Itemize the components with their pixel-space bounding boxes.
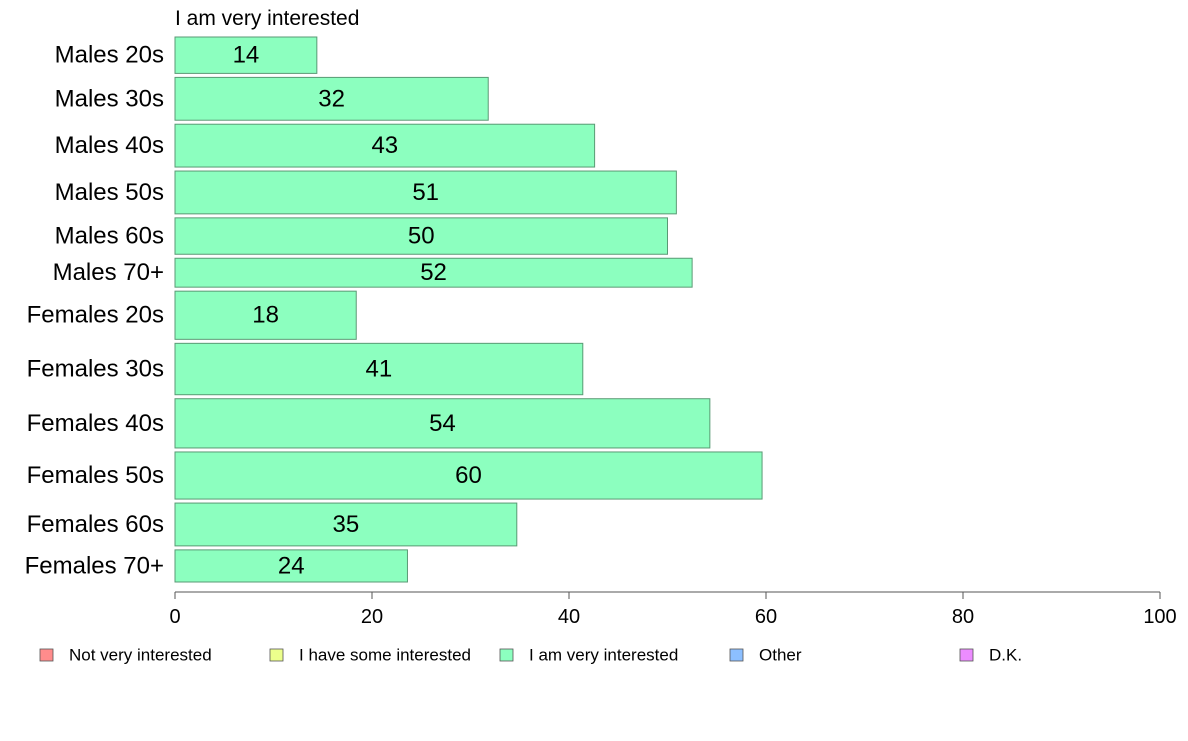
category-label-7: Females 30s — [27, 356, 164, 383]
legend-label-2: I am very interested — [529, 646, 678, 665]
bars-layer: Males 20s 14 Males 30s 32 Males 40s 43 Males 5… — [25, 36, 763, 583]
data-label-4: 50 — [408, 223, 435, 250]
legend-label-0: Not very interested — [69, 646, 212, 665]
data-label-7: 41 — [366, 356, 393, 383]
category-label-10: Females 60s — [27, 511, 164, 538]
x-axis: 0 20 40 60 80 100 — [169, 591, 1177, 628]
legend: Not very interested I have some intereste… — [39, 646, 1022, 665]
bar-4 — [174, 217, 668, 255]
x-tick-label-0: 0 — [169, 606, 180, 628]
category-label-0: Males 20s — [55, 42, 164, 69]
x-tick-label-1: 20 — [361, 606, 383, 628]
data-label-0: 14 — [233, 42, 260, 69]
category-label-6: Females 20s — [27, 302, 164, 329]
bar-5 — [174, 257, 693, 288]
category-label-4: Males 60s — [55, 223, 164, 250]
legend-swatch-3 — [729, 648, 744, 662]
category-label-8: Females 40s — [27, 410, 164, 437]
legend-swatch-1 — [269, 648, 284, 662]
x-tick-label-4: 80 — [952, 606, 974, 628]
data-label-1: 32 — [318, 85, 345, 112]
data-label-11: 24 — [278, 552, 305, 579]
data-label-3: 51 — [412, 179, 439, 206]
data-label-6: 18 — [252, 302, 279, 329]
x-tick-label-5: 100 — [1143, 606, 1176, 628]
bar-9 — [174, 451, 763, 500]
category-label-5: Males 70+ — [53, 259, 164, 286]
category-label-11: Females 70+ — [25, 552, 164, 579]
data-label-9: 60 — [455, 462, 482, 489]
bar-8 — [174, 398, 711, 449]
bar-7 — [174, 342, 584, 396]
data-label-2: 43 — [371, 132, 398, 159]
x-tick-label-2: 40 — [558, 606, 580, 628]
legend-label-4: D.K. — [989, 646, 1022, 665]
bar-10 — [174, 502, 518, 547]
legend-label-1: I have some interested — [299, 646, 471, 665]
bar-6 — [174, 290, 357, 340]
category-label-3: Males 50s — [55, 179, 164, 206]
bar-1 — [174, 76, 489, 121]
data-label-8: 54 — [429, 410, 456, 437]
legend-swatch-2 — [499, 648, 514, 662]
bar-11 — [174, 549, 408, 583]
data-label-5: 52 — [420, 259, 447, 286]
x-tick-label-3: 60 — [755, 606, 777, 628]
category-label-9: Females 50s — [27, 462, 164, 489]
bar-3 — [174, 170, 677, 215]
chart-title: I am very interested — [175, 7, 359, 30]
legend-swatch-0 — [39, 648, 54, 662]
bar-2 — [174, 123, 596, 168]
legend-label-3: Other — [759, 646, 802, 665]
bar-0 — [174, 36, 318, 74]
category-label-1: Males 30s — [55, 85, 164, 112]
category-label-2: Males 40s — [55, 132, 164, 159]
legend-swatch-4 — [959, 648, 974, 662]
data-label-10: 35 — [333, 511, 360, 538]
